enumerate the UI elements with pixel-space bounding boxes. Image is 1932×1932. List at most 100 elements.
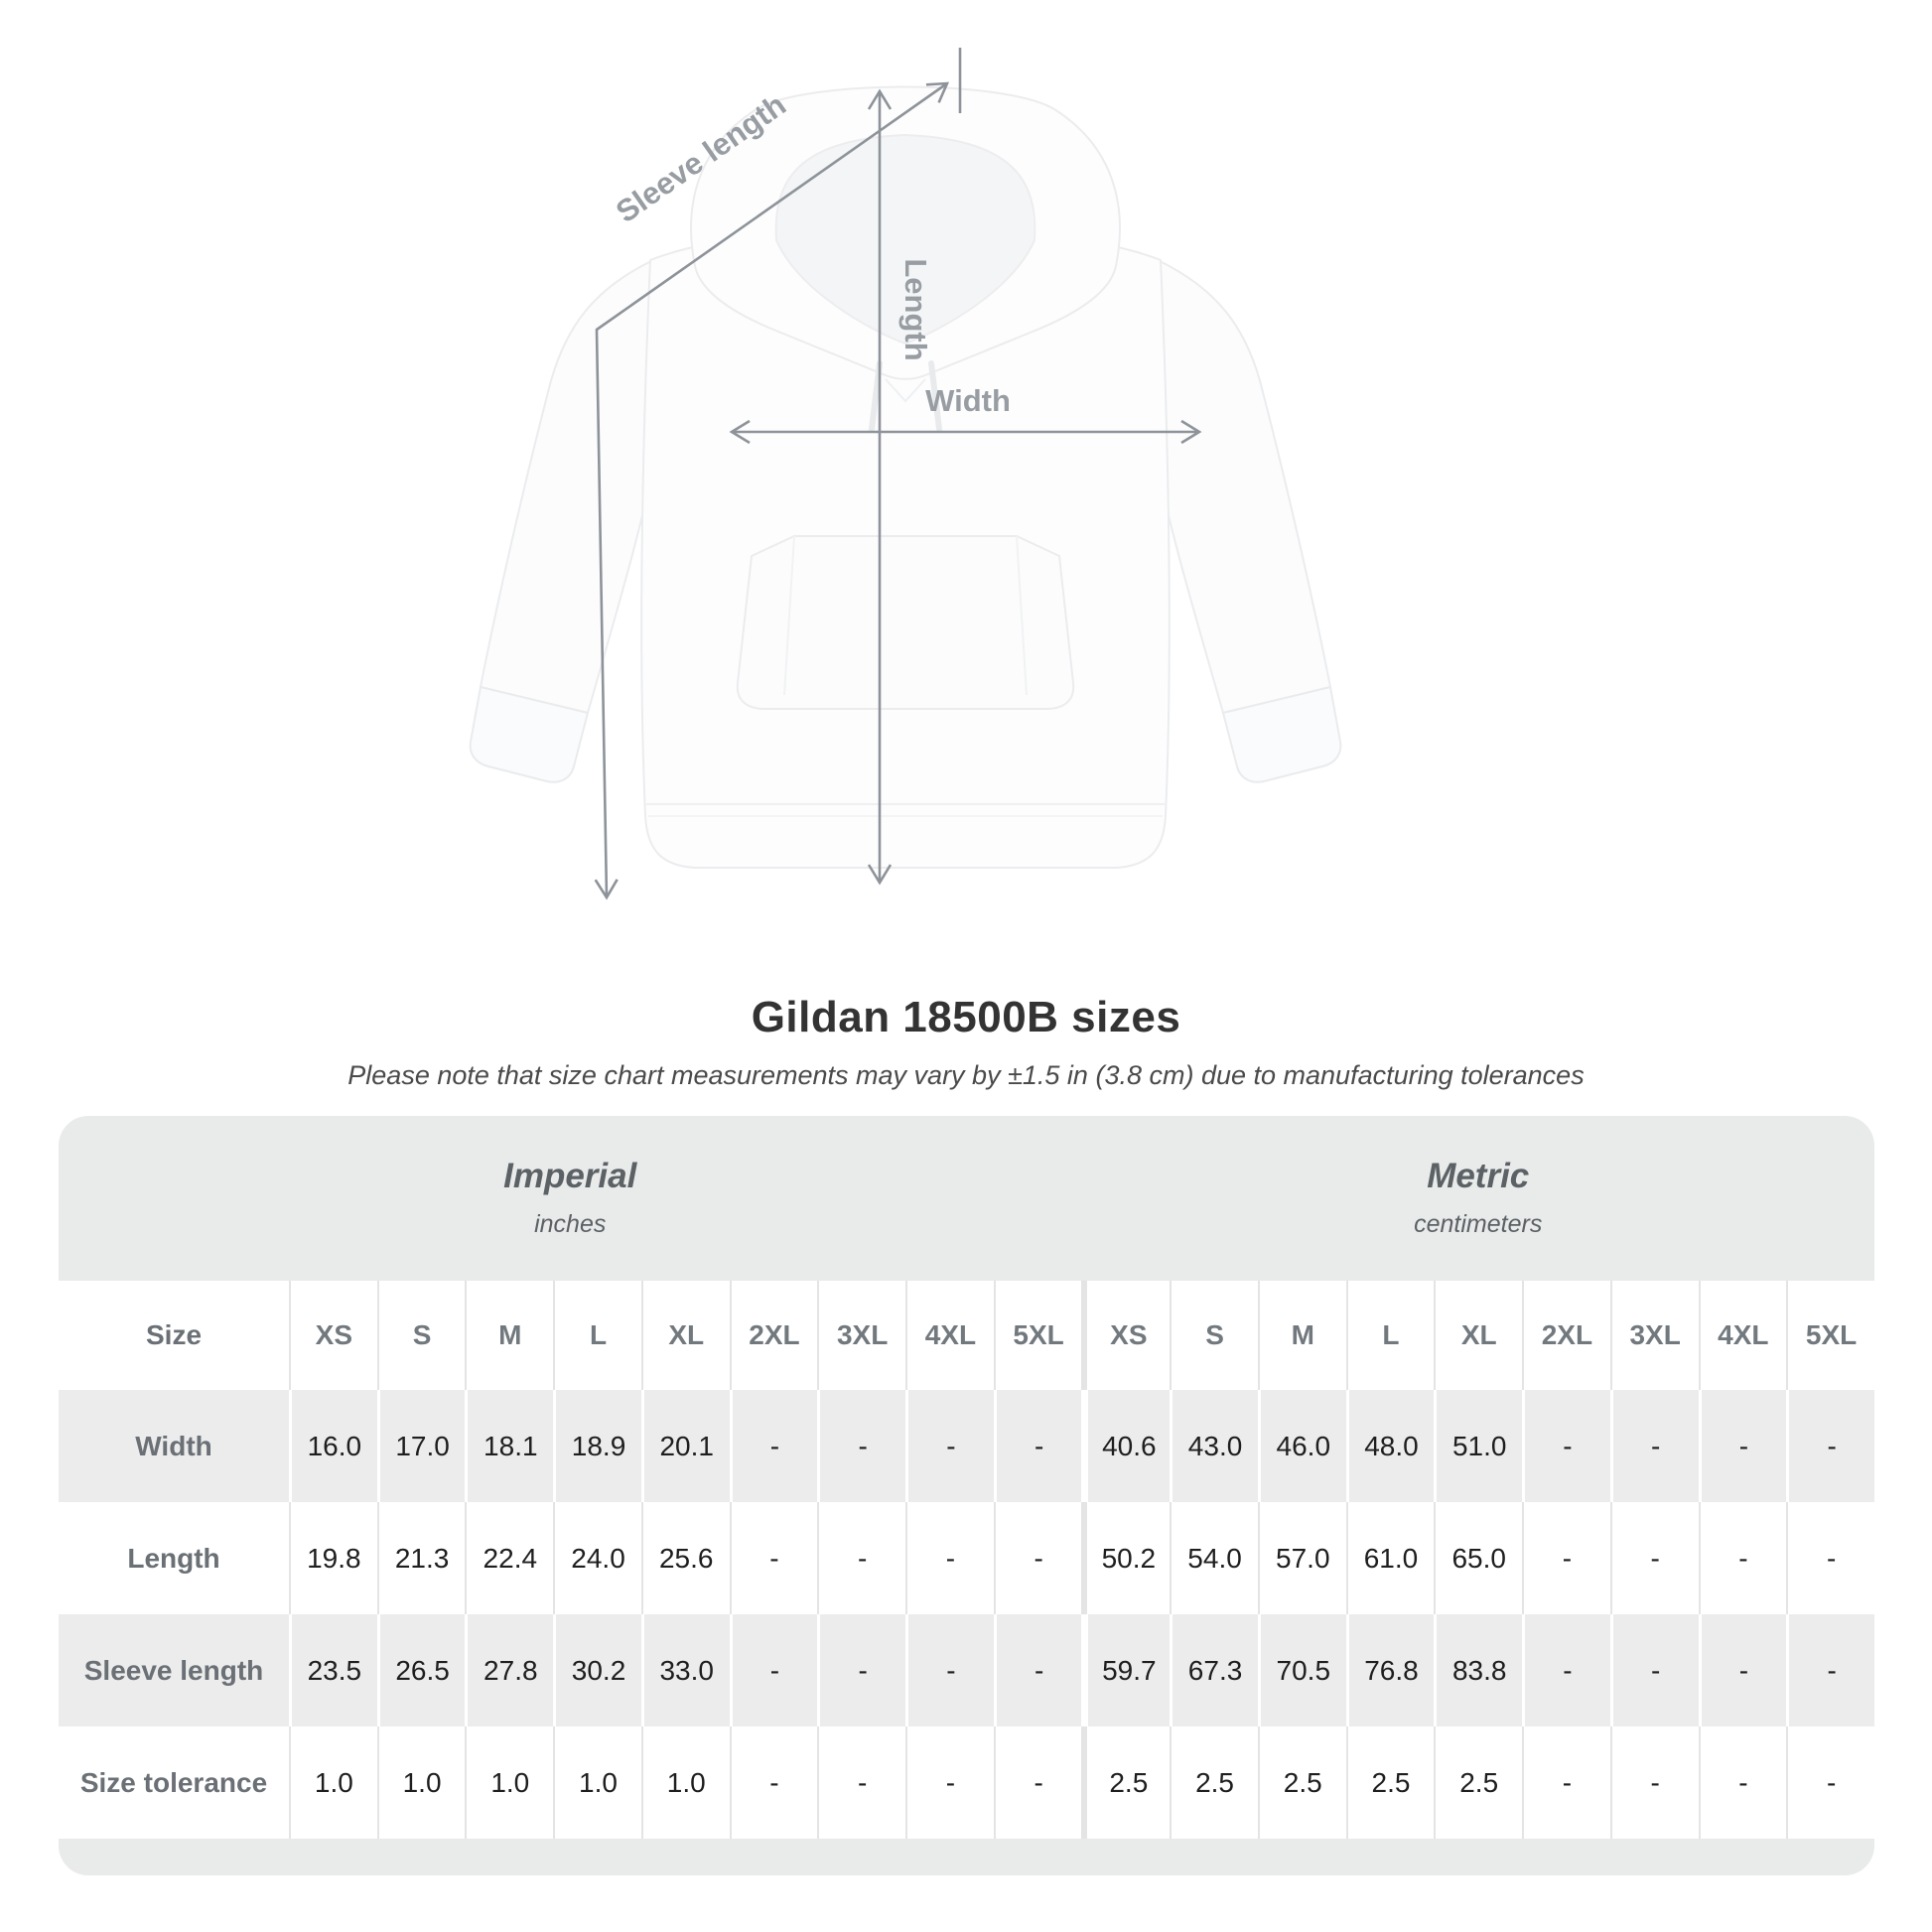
metric-size-header-l: L (1345, 1281, 1435, 1390)
hoodie-illustration (469, 85, 1342, 869)
imperial-section-header: Imperial inches (59, 1116, 1082, 1281)
table-cell: - (729, 1390, 818, 1502)
table-cell: - (905, 1502, 994, 1614)
table-cell: 23.5 (289, 1614, 377, 1726)
table-cell: 24.0 (553, 1502, 641, 1614)
table-cell: 1.0 (640, 1726, 730, 1839)
table-cell: - (1698, 1390, 1787, 1502)
table-cell: - (1522, 1502, 1610, 1614)
imperial-size-header-xl: XL (640, 1281, 730, 1390)
table-cell: - (729, 1502, 818, 1614)
table-cell: 46.0 (1257, 1390, 1346, 1502)
size-corner-label: Size (59, 1281, 289, 1390)
table-cell: 26.5 (376, 1614, 466, 1726)
table-cell: - (817, 1726, 906, 1839)
table-cell: - (1698, 1726, 1787, 1839)
metric-size-header-2xl: 2XL (1522, 1281, 1610, 1390)
table-cell: 40.6 (1081, 1390, 1171, 1502)
table-cell: 33.0 (640, 1614, 730, 1726)
table-cell: 51.0 (1434, 1390, 1523, 1502)
metric-size-header-4xl: 4XL (1698, 1281, 1787, 1390)
row-label-width: Width (59, 1390, 289, 1502)
table-cell: 2.5 (1434, 1726, 1523, 1839)
table-cell: 54.0 (1170, 1502, 1258, 1614)
table-cell: - (817, 1502, 906, 1614)
table-cell: 25.6 (640, 1502, 730, 1614)
table-row-width: Width 16.0 17.0 18.1 18.9 20.1 - - - - 4… (59, 1390, 1874, 1502)
table-cell: - (1609, 1614, 1699, 1726)
length-measure-label: Length (898, 258, 933, 360)
metric-size-header-s: S (1170, 1281, 1258, 1390)
hoodie-size-diagram: Length Width Sleeve length (469, 48, 1342, 900)
table-cell: 1.0 (376, 1726, 466, 1839)
table-cell: 18.1 (465, 1390, 554, 1502)
imperial-size-header-3xl: 3XL (817, 1281, 906, 1390)
row-label-size-tolerance: Size tolerance (59, 1726, 289, 1839)
size-chart-table: Imperial inches Metric centimeters Size … (59, 1116, 1874, 1875)
table-cell: 16.0 (289, 1390, 377, 1502)
table-cell: 18.9 (553, 1390, 641, 1502)
table-cell: 1.0 (465, 1726, 554, 1839)
table-cell: 61.0 (1345, 1502, 1435, 1614)
imperial-size-header-5xl: 5XL (993, 1281, 1082, 1390)
table-cell: - (1522, 1726, 1610, 1839)
table-cell: 17.0 (376, 1390, 466, 1502)
table-cell: - (1522, 1614, 1610, 1726)
table-cell: 2.5 (1170, 1726, 1258, 1839)
table-cell: 70.5 (1257, 1614, 1346, 1726)
table-row-size-tolerance: Size tolerance 1.0 1.0 1.0 1.0 1.0 - - -… (59, 1726, 1874, 1839)
imperial-size-header-4xl: 4XL (905, 1281, 994, 1390)
table-cell: - (1786, 1390, 1874, 1502)
table-cell: 48.0 (1345, 1390, 1435, 1502)
size-chart-table-container: Imperial inches Metric centimeters Size … (59, 1116, 1874, 1875)
table-cell: 27.8 (465, 1614, 554, 1726)
imperial-section-title: Imperial (503, 1157, 637, 1196)
table-cell: 76.8 (1345, 1614, 1435, 1726)
table-cell: 2.5 (1345, 1726, 1435, 1839)
table-cell: - (1786, 1502, 1874, 1614)
table-cell: - (905, 1614, 994, 1726)
table-cell: 59.7 (1081, 1614, 1171, 1726)
tolerance-note: Please note that size chart measurements… (347, 1060, 1585, 1090)
table-cell: - (993, 1390, 1082, 1502)
table-cell: 2.5 (1257, 1726, 1346, 1839)
table-cell: 20.1 (640, 1390, 730, 1502)
imperial-size-header-l: L (553, 1281, 641, 1390)
table-cell: 50.2 (1081, 1502, 1171, 1614)
table-cell: 67.3 (1170, 1614, 1258, 1726)
metric-size-header-m: M (1257, 1281, 1346, 1390)
table-cell: 1.0 (289, 1726, 377, 1839)
page-title: Gildan 18500B sizes (751, 993, 1181, 1041)
table-row-sleeve-length: Sleeve length 23.5 26.5 27.8 30.2 33.0 -… (59, 1614, 1874, 1726)
table-cell: 57.0 (1257, 1502, 1346, 1614)
table-cell: - (993, 1502, 1082, 1614)
table-cell: - (1786, 1614, 1874, 1726)
metric-section-unit: centimeters (1414, 1209, 1543, 1238)
imperial-size-header-xs: XS (289, 1281, 377, 1390)
unit-section-header-row: Imperial inches Metric centimeters (59, 1116, 1874, 1281)
table-cell: - (905, 1726, 994, 1839)
imperial-size-header-m: M (465, 1281, 554, 1390)
table-cell: - (817, 1390, 906, 1502)
table-cell: 21.3 (376, 1502, 466, 1614)
table-cell: 2.5 (1081, 1726, 1171, 1839)
imperial-section-unit: inches (534, 1209, 607, 1238)
table-cell: - (729, 1614, 818, 1726)
table-cell: - (1698, 1502, 1787, 1614)
table-row-length: Length 19.8 21.3 22.4 24.0 25.6 - - - - … (59, 1502, 1874, 1614)
table-footer-band (59, 1839, 1874, 1875)
metric-size-header-xl: XL (1434, 1281, 1523, 1390)
width-measure-label: Width (925, 383, 1011, 418)
title-block: Gildan 18500B sizes Please note that siz… (0, 993, 1932, 1091)
table-cell: - (1698, 1614, 1787, 1726)
table-cell: - (1609, 1390, 1699, 1502)
table-cell: 22.4 (465, 1502, 554, 1614)
table-cell: 65.0 (1434, 1502, 1523, 1614)
imperial-size-header-s: S (376, 1281, 466, 1390)
table-cell: 30.2 (553, 1614, 641, 1726)
table-cell: 1.0 (553, 1726, 641, 1839)
table-cell: - (817, 1614, 906, 1726)
table-cell: - (1609, 1726, 1699, 1839)
metric-size-header-xs: XS (1081, 1281, 1171, 1390)
imperial-size-header-2xl: 2XL (729, 1281, 818, 1390)
